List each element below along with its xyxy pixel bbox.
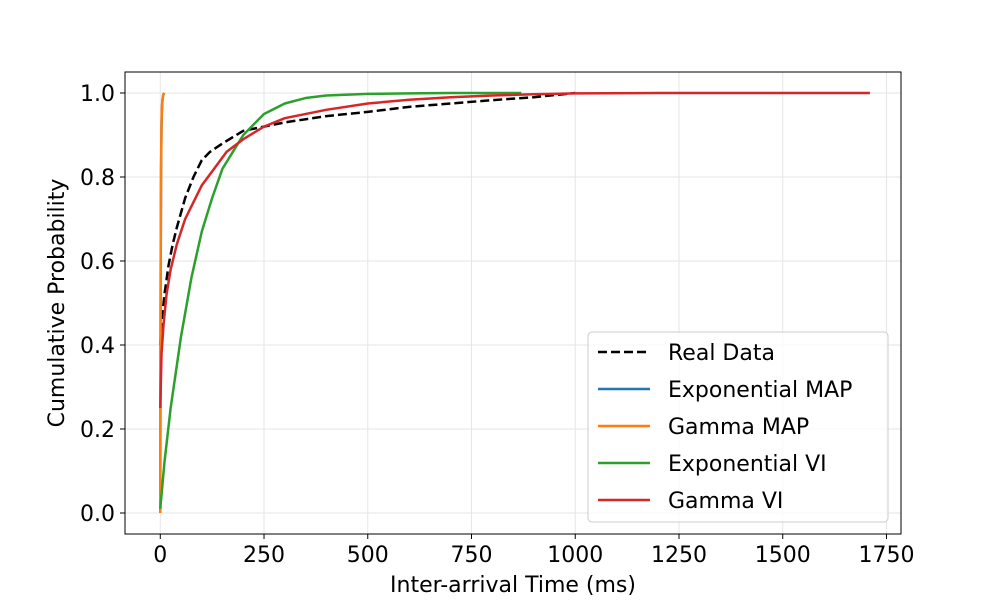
y-tick-label-4: 0.8 xyxy=(80,166,115,191)
plot-frame xyxy=(124,71,902,535)
series-line-2 xyxy=(159,92,166,514)
y-tick-label-2: 0.4 xyxy=(80,334,115,359)
y-axis-label: Cumulative Probability xyxy=(45,179,70,428)
x-tick-label-6: 1500 xyxy=(755,543,811,568)
x-tick-label-5: 1250 xyxy=(651,543,707,568)
legend-label-2: Gamma MAP xyxy=(668,415,809,440)
x-axis-label: Inter-arrival Time (ms) xyxy=(390,573,636,598)
legend-label-1: Exponential MAP xyxy=(668,378,852,403)
x-tick-label-4: 1000 xyxy=(547,543,603,568)
series-line-0 xyxy=(159,91,576,346)
legend-label-3: Exponential VI xyxy=(668,452,827,477)
x-tick-label-2: 500 xyxy=(347,543,389,568)
x-axis: 0 250 500 750 1000 1250 1500 1750 xyxy=(153,534,914,568)
series-layer xyxy=(159,91,870,514)
x-tick-label-0: 0 xyxy=(153,543,167,568)
x-tick-label-1: 250 xyxy=(243,543,285,568)
legend-label-0: Real Data xyxy=(668,341,775,366)
y-tick-label-0: 0.0 xyxy=(80,502,115,527)
series-line-4 xyxy=(159,91,870,409)
y-tick-label-5: 1.0 xyxy=(80,82,115,107)
legend: Real Data Exponential MAP Gamma MAP Exponen… xyxy=(587,331,889,523)
y-axis: 0.0 0.2 0.4 0.6 0.8 1.0 xyxy=(80,82,125,527)
x-tick-label-3: 750 xyxy=(451,543,493,568)
x-tick-label-7: 1750 xyxy=(858,543,914,568)
y-tick-label-3: 0.6 xyxy=(80,250,115,275)
y-tick-label-1: 0.2 xyxy=(80,418,115,443)
legend-box xyxy=(587,331,889,523)
legend-label-4: Gamma VI xyxy=(668,489,783,514)
